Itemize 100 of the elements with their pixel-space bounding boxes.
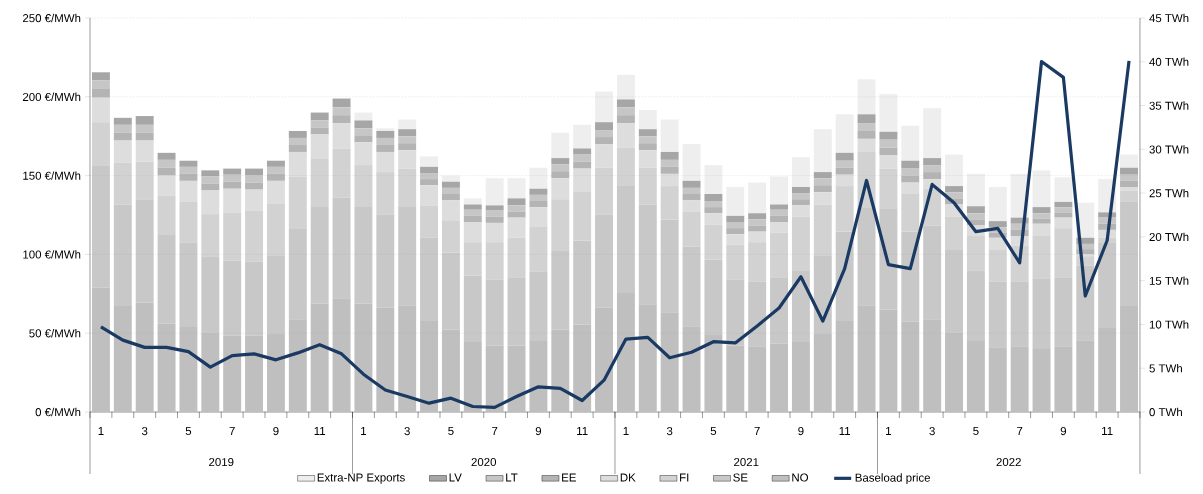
y-tick-label: 250 €/MWh <box>22 13 81 23</box>
bar <box>288 144 307 152</box>
bar <box>485 205 504 211</box>
legend-label: NO <box>792 473 809 482</box>
bar <box>726 186 745 216</box>
bar <box>1120 167 1138 175</box>
x-tick-label: 9 <box>798 427 804 436</box>
bar <box>791 193 810 200</box>
bar <box>529 188 548 195</box>
bar <box>638 143 657 151</box>
bar <box>857 130 876 139</box>
x-tick-label: 11 <box>1102 427 1113 435</box>
y2-tick-label: 25 TWh <box>1149 188 1189 198</box>
bar <box>923 158 942 166</box>
bar <box>1120 154 1138 168</box>
bar <box>245 168 264 176</box>
legend-label: SE <box>733 473 748 482</box>
bar <box>1032 207 1051 214</box>
bar <box>966 206 985 214</box>
bar <box>223 181 242 189</box>
bar <box>1032 213 1051 219</box>
bar <box>791 157 810 187</box>
x-tick-label: 1 <box>886 427 892 435</box>
x-tick-label: 9 <box>273 427 279 436</box>
x-tick-label: 5 <box>448 427 454 436</box>
line-series <box>99 59 1131 410</box>
bar <box>704 193 723 201</box>
bar <box>726 222 745 229</box>
bar <box>420 156 439 167</box>
bar <box>901 168 920 176</box>
bar <box>879 94 898 132</box>
bar <box>529 200 548 208</box>
bar <box>966 173 985 207</box>
bar <box>91 72 110 81</box>
bar <box>770 215 788 222</box>
x-tick-label: 7 <box>229 427 235 435</box>
bar <box>1032 218 1051 224</box>
y-tick-label: 200 €/MWh <box>22 92 81 101</box>
bar <box>835 152 854 161</box>
bar <box>91 80 110 89</box>
bar <box>441 181 460 188</box>
bar <box>179 166 198 174</box>
bar <box>791 186 810 194</box>
x-tick-label: 11 <box>314 427 326 435</box>
bar <box>223 174 242 182</box>
bar <box>1054 212 1073 218</box>
bar <box>398 119 417 130</box>
bar <box>376 137 395 145</box>
bar <box>376 128 395 131</box>
bar <box>463 209 482 216</box>
legend-label: LV <box>449 473 462 482</box>
bar <box>945 154 963 187</box>
bar <box>485 216 504 223</box>
y2-tick-label: 0 TWh <box>1149 407 1182 417</box>
bar <box>748 225 767 232</box>
bar <box>901 160 920 169</box>
bar <box>551 171 570 179</box>
bar <box>310 120 329 128</box>
bar <box>1054 201 1073 208</box>
bar <box>179 173 198 181</box>
bar <box>748 182 767 214</box>
bar <box>157 152 176 160</box>
x-tick-label: 7 <box>492 427 498 435</box>
y2-tick-label: 30 TWh <box>1149 145 1189 154</box>
bar <box>704 200 723 208</box>
bar <box>507 205 526 212</box>
bar <box>463 204 482 210</box>
legend-label: Baseload price <box>855 473 931 484</box>
bar <box>529 167 548 189</box>
x-tick-label: 7 <box>754 427 760 435</box>
bar <box>879 139 898 148</box>
bar <box>223 168 242 175</box>
bar <box>551 164 570 172</box>
bar <box>266 173 285 181</box>
y2-tick-label: 35 TWh <box>1149 101 1189 110</box>
bar <box>595 130 614 138</box>
x-tick-label: 9 <box>535 427 542 436</box>
bar <box>813 185 832 193</box>
bar <box>485 210 504 217</box>
bar <box>551 132 570 159</box>
bar <box>507 178 526 199</box>
bar <box>638 136 657 144</box>
bar <box>901 175 920 183</box>
x-tick-label: 11 <box>839 427 851 435</box>
bar <box>157 167 176 176</box>
text: 2020 <box>471 458 497 467</box>
bar <box>485 178 504 206</box>
bar <box>573 124 592 149</box>
y2-tick-label: 20 TWh <box>1149 232 1189 242</box>
bar <box>660 166 679 174</box>
x-tick-label: 1 <box>623 427 629 435</box>
legend-label: DK <box>620 473 636 482</box>
bar <box>441 193 460 201</box>
bar <box>398 129 417 137</box>
bar <box>157 159 176 168</box>
bar <box>398 143 417 151</box>
bar <box>595 91 614 123</box>
bar <box>1054 207 1073 213</box>
text: 2019 <box>209 458 234 467</box>
bar <box>332 107 351 116</box>
